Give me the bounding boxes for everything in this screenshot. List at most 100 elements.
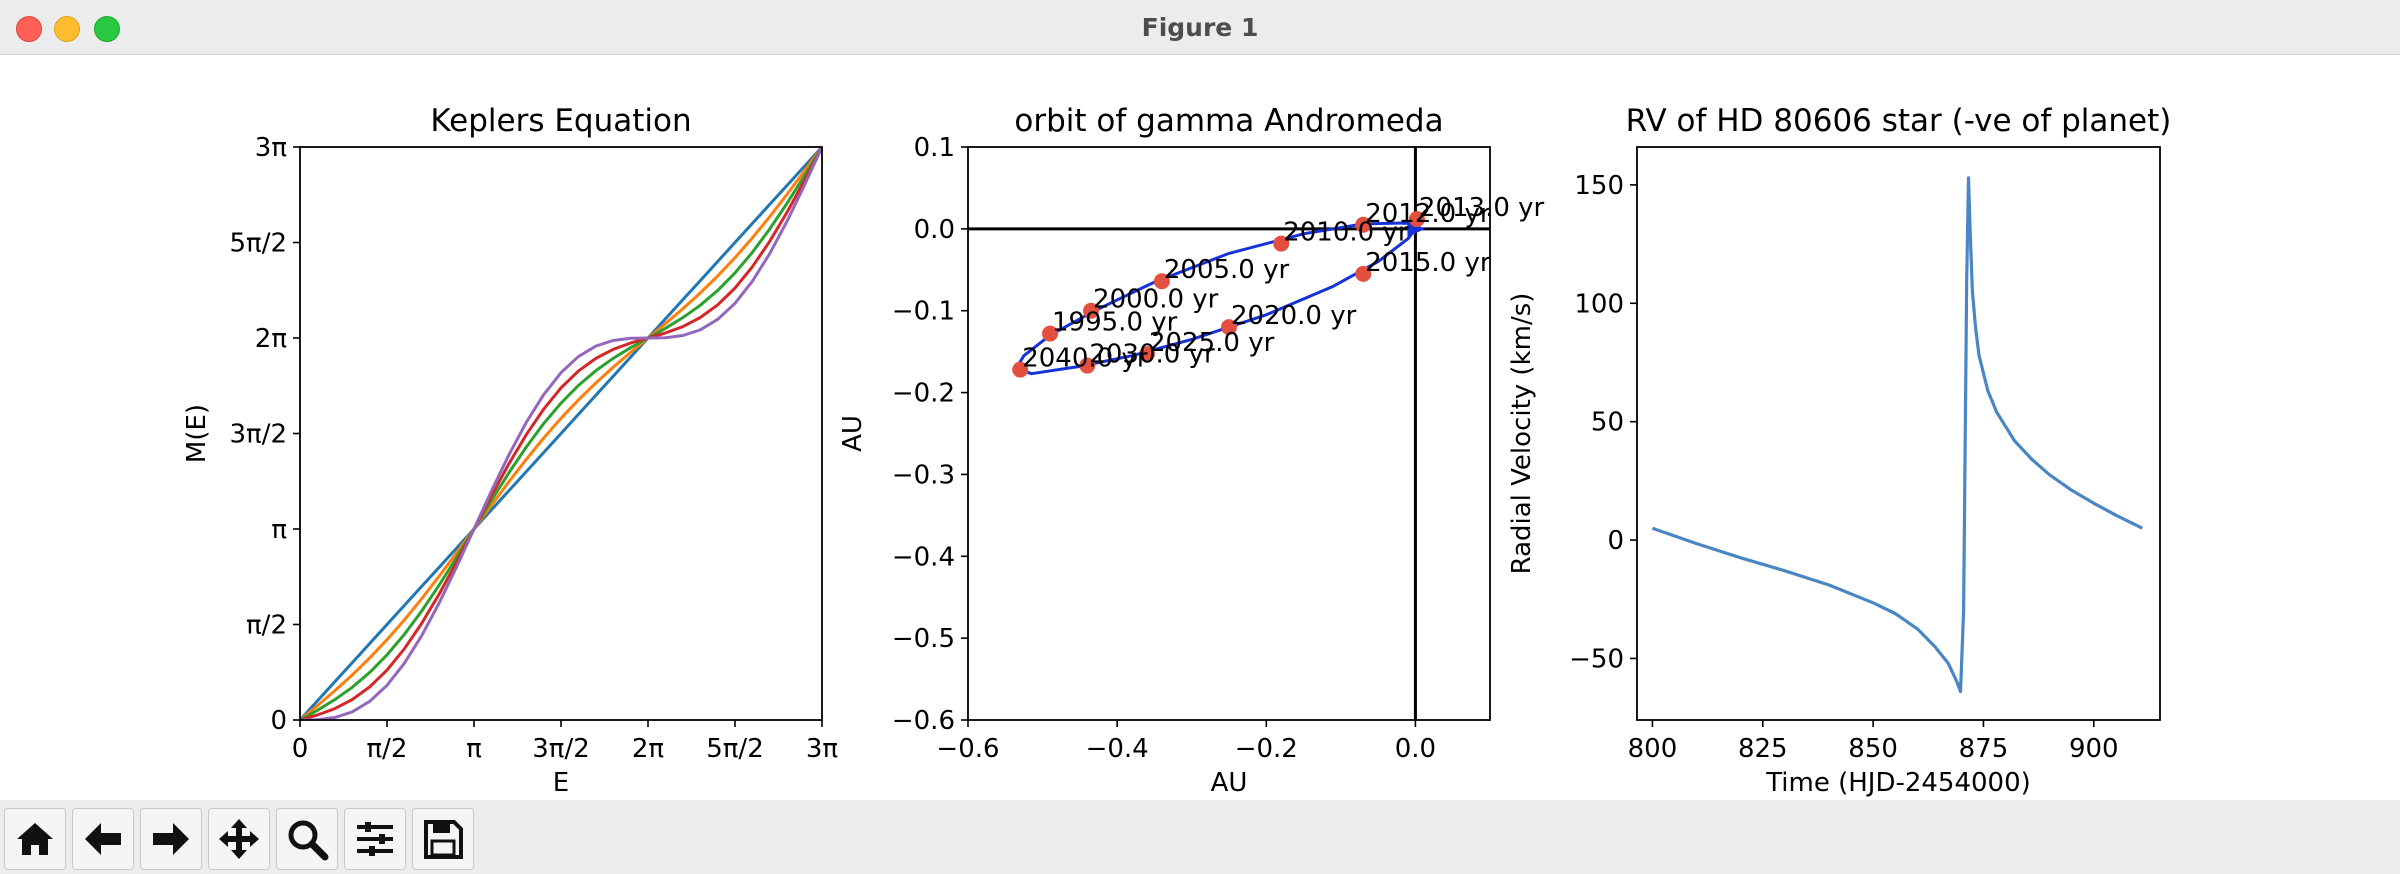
series-line-1 — [300, 147, 822, 720]
y-tick-label: π/2 — [246, 610, 287, 640]
x-tick-label: 875 — [1959, 734, 2009, 764]
window-title: Figure 1 — [1141, 13, 1259, 42]
chart-title: Keplers Equation — [430, 103, 691, 139]
y-tick-label: 0 — [1607, 526, 1624, 556]
chart-title: orbit of gamma Andromeda — [1014, 103, 1443, 139]
y-tick-label: 0.0 — [914, 215, 955, 245]
chart-title: RV of HD 80606 star (-ve of planet) — [1626, 103, 2172, 139]
orbit-point-label: 2010.0 yr — [1283, 218, 1409, 248]
x-tick-label: 5π/2 — [706, 734, 764, 764]
x-tick-label: π/2 — [367, 734, 408, 764]
y-tick-label: 3π — [255, 133, 287, 163]
y-tick-label: 5π/2 — [230, 229, 288, 259]
back-button[interactable] — [72, 808, 134, 870]
x-tick-label: 850 — [1848, 734, 1898, 764]
y-axis-label: M(E) — [182, 404, 212, 463]
rv-axes: RV of HD 80606 star (-ve of planet) 800 82… — [1507, 103, 2171, 798]
x-tick-label: 800 — [1628, 734, 1678, 764]
maximize-window-button[interactable] — [94, 16, 120, 42]
orbit-point-label: 2013.0 yr — [1419, 193, 1545, 223]
orbit-point-label: 2030.0 yr — [1089, 340, 1215, 370]
y-tick-label: −0.4 — [892, 542, 955, 572]
orbit-point — [1355, 216, 1372, 233]
zoom-button[interactable] — [276, 808, 338, 870]
y-tick-label: 150 — [1574, 171, 1624, 201]
x-tick-label: 900 — [2069, 734, 2119, 764]
minimize-window-button[interactable] — [54, 16, 80, 42]
y-tick-label: −0.2 — [892, 379, 955, 409]
x-axis-label: E — [553, 768, 569, 798]
y-tick-label: 50 — [1591, 408, 1624, 438]
x-tick-label: −0.6 — [936, 734, 999, 764]
configure-subplots-button[interactable] — [344, 808, 406, 870]
orbit-point — [1138, 346, 1155, 363]
orbit-point-label: 2005.0 yr — [1164, 255, 1290, 285]
x-tick-label: 2π — [632, 734, 664, 764]
x-tick-label: 0 — [292, 734, 309, 764]
navigation-toolbar — [0, 800, 2400, 874]
y-tick-label: 0.1 — [914, 133, 955, 163]
orbit-point — [1221, 319, 1237, 336]
orbit-point — [1355, 265, 1372, 282]
forward-button[interactable] — [140, 808, 202, 870]
save-button[interactable] — [412, 808, 474, 870]
orbit-point-label: 2015.0 yr — [1365, 248, 1491, 278]
figure-svg: Keplers Equation 0 π/2 π 3π/2 2π 5π/2 3π 0 π/2 π 3π… — [182, 103, 2171, 798]
series-line-2 — [300, 147, 822, 720]
orbit-point-label: 1995.0 yr — [1052, 308, 1178, 338]
y-tick-label: −0.5 — [892, 624, 955, 654]
y-tick-label: −0.3 — [892, 460, 955, 490]
title-bar: Figure 1 — [0, 0, 2400, 55]
orbit-point — [1042, 325, 1059, 342]
y-tick-label: 3π/2 — [230, 420, 288, 450]
orbit-point-label: 2040.0 yr — [1022, 344, 1148, 374]
orbit-point — [1273, 235, 1290, 252]
series-line-0 — [300, 147, 822, 720]
x-tick-label: π — [466, 734, 482, 764]
y-tick-label: 100 — [1574, 289, 1624, 319]
y-tick-label: 2π — [255, 324, 287, 354]
orbit-point — [1079, 357, 1096, 374]
axes-frame — [1636, 146, 2161, 721]
orbit-point-label: 2012.0 yr — [1365, 199, 1491, 229]
forward-arrow-icon — [153, 823, 189, 855]
x-tick-label: 825 — [1738, 734, 1788, 764]
y-tick-label: −50 — [1569, 644, 1624, 674]
x-tick-label: −0.2 — [1235, 734, 1298, 764]
orbit-point — [1153, 273, 1170, 290]
x-tick-label: −0.4 — [1086, 734, 1149, 764]
pan-icon — [219, 819, 259, 859]
home-icon — [17, 823, 53, 855]
series-line-3 — [300, 147, 822, 720]
x-tick-label: 0.0 — [1395, 734, 1436, 764]
close-window-button[interactable] — [16, 16, 42, 42]
orbit-point — [1012, 361, 1029, 378]
zoom-icon — [288, 820, 329, 861]
orbit-point-label: 2020.0 yr — [1231, 301, 1357, 331]
y-tick-label: −0.1 — [892, 297, 955, 327]
y-axis-label: Radial Velocity (km/s) — [1507, 293, 1537, 575]
orbit-point — [1083, 302, 1100, 319]
figure-canvas: Keplers Equation 0 π/2 π 3π/2 2π 5π/2 3π 0 π/2 π 3π… — [0, 55, 2400, 800]
x-axis-label: Time (HJD-2454000) — [1765, 768, 2031, 798]
configure-subplots-icon — [357, 822, 393, 856]
x-tick-label: 3π/2 — [532, 734, 590, 764]
orbit-point-label: 2025.0 yr — [1149, 328, 1275, 358]
x-axis-label: AU — [1211, 768, 1248, 798]
y-tick-label: 0 — [270, 706, 287, 736]
rv-line — [1651, 176, 2144, 694]
back-arrow-icon — [85, 823, 121, 855]
axes-frame — [967, 146, 1491, 721]
orbit-point-label: 2000.0 yr — [1093, 285, 1219, 315]
save-icon — [424, 820, 463, 859]
y-tick-label: −0.6 — [892, 706, 955, 736]
y-axis-label: AU — [838, 415, 868, 452]
pan-button[interactable] — [208, 808, 270, 870]
y-tick-label: π — [271, 515, 287, 545]
series-line-4 — [300, 147, 822, 720]
kepler-axes: Keplers Equation 0 π/2 π 3π/2 2π 5π/2 3π 0 π/2 π 3π… — [182, 103, 838, 798]
orbit-point — [1408, 211, 1425, 228]
x-tick-label: 3π — [806, 734, 838, 764]
home-button[interactable] — [4, 808, 66, 870]
